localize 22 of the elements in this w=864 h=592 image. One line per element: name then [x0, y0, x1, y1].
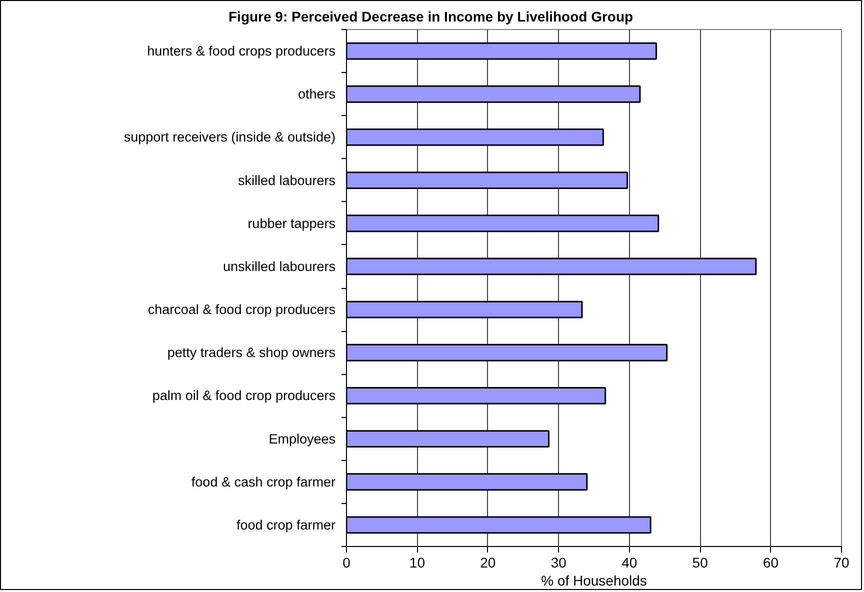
y-tick-label: petty traders & shop owners [167, 345, 336, 360]
y-tick-label: charcoal & food crop producers [148, 302, 336, 318]
y-tick-label: others [298, 86, 336, 102]
x-tick-label: 70 [834, 554, 850, 570]
x-tick-label: 0 [342, 554, 351, 570]
y-tick-label: Employees [268, 431, 336, 446]
x-tick-label: 50 [692, 554, 708, 570]
x-tick-label: 30 [550, 554, 567, 570]
x-tick-label: 40 [622, 554, 638, 570]
y-tick-label: unskilled labourers [222, 258, 336, 274]
x-tick-label: 10 [409, 554, 426, 570]
chart-title: Figure 9: Perceived Decrease in Income by Livelihood Group [228, 8, 634, 24]
y-tick-label: palm oil & food crop producers [152, 388, 336, 404]
x-axis-title: % of Households [541, 572, 647, 588]
y-tick-label: skilled labourers [238, 172, 336, 188]
y-tick-label: food & cash crop farmer [191, 474, 336, 490]
x-tick-label: 60 [763, 554, 779, 570]
y-tick-label: hunters & food crops producers [147, 44, 336, 59]
y-tick-label: rubber tappers [248, 216, 336, 231]
x-tick-label: 20 [480, 554, 496, 570]
y-tick-label: food crop farmer [236, 517, 336, 532]
y-tick-label: support receivers (inside & outside) [124, 130, 336, 145]
